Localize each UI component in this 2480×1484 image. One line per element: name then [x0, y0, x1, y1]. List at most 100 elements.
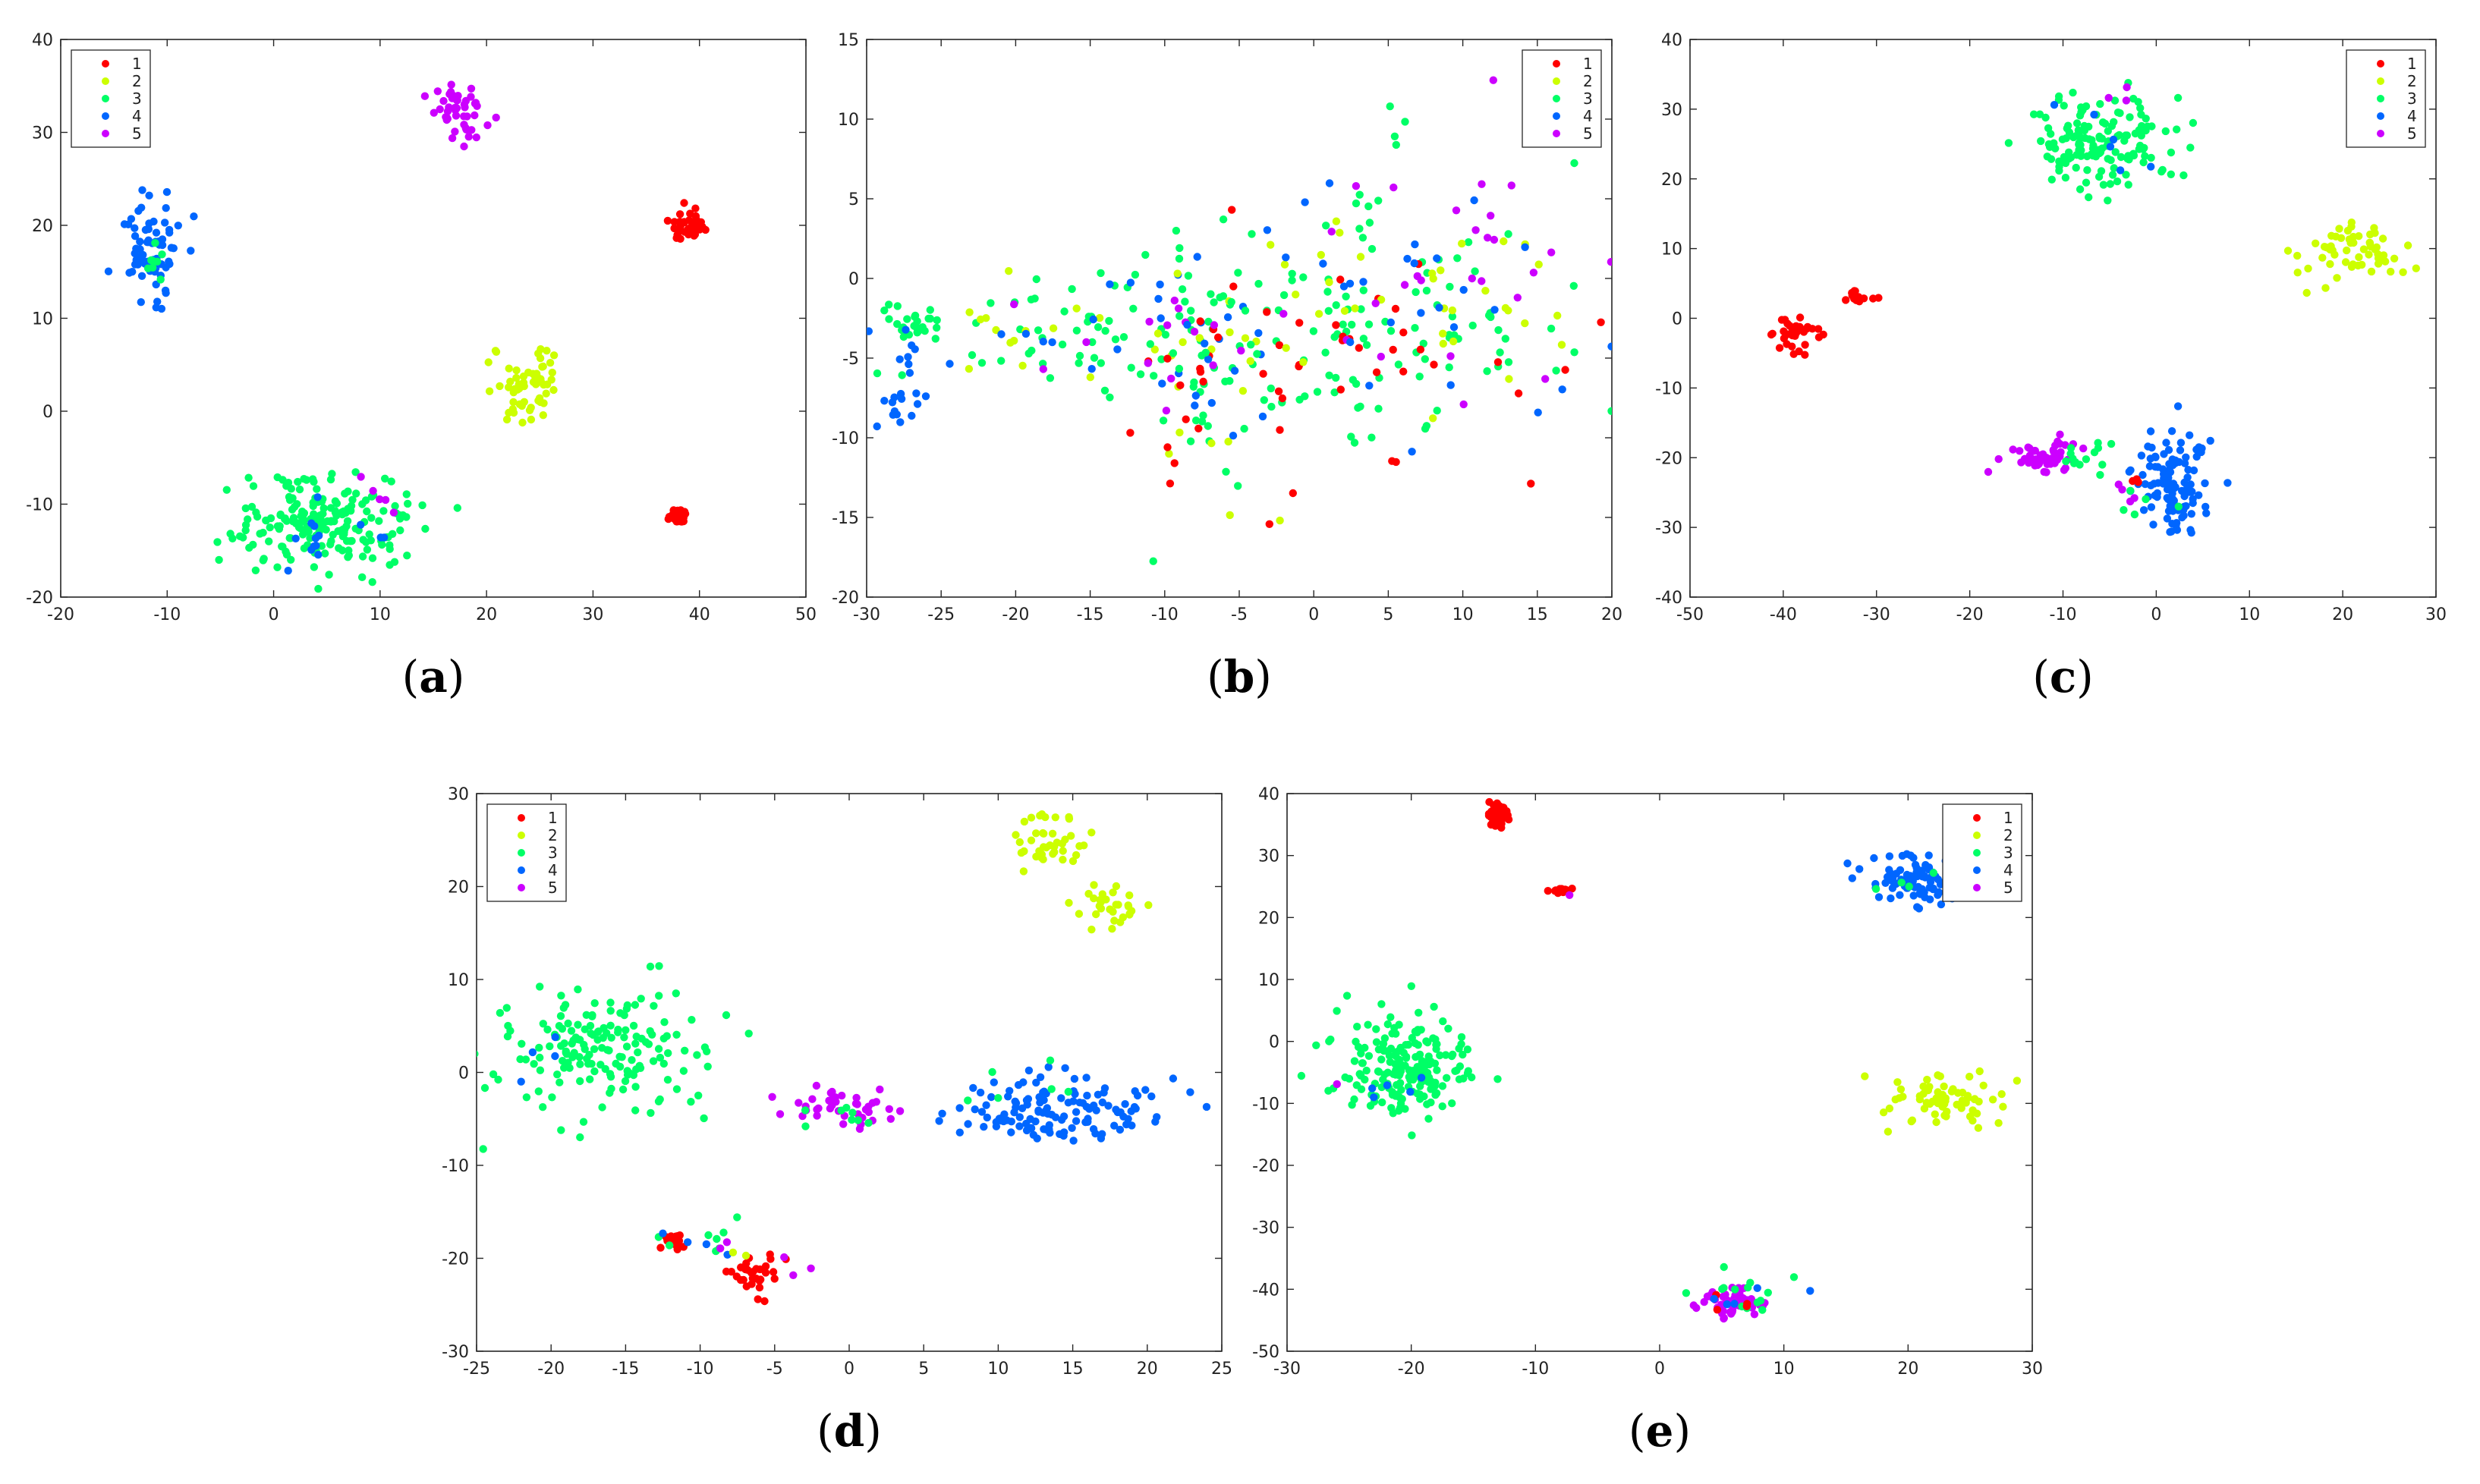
point-class-4: [702, 1240, 711, 1249]
point-class-3: [2060, 102, 2068, 110]
point-class-2: [1153, 329, 1163, 338]
point-class-1: [1170, 459, 1179, 467]
point-class-3: [1309, 327, 1318, 335]
point-class-2: [2403, 241, 2412, 250]
point-class-1: [1788, 331, 1797, 340]
point-class-4: [1133, 1091, 1142, 1100]
point-class-1: [1514, 389, 1523, 398]
point-class-3: [2135, 126, 2143, 134]
point-class-3: [2065, 155, 2073, 163]
point-class-1: [769, 1268, 778, 1276]
point-class-2: [1048, 829, 1057, 838]
point-class-4: [1490, 306, 1499, 314]
point-class-3: [266, 523, 274, 532]
point-class-3: [530, 1060, 538, 1068]
point-class-3: [918, 323, 927, 332]
point-class-1: [1166, 479, 1175, 488]
point-class-5: [461, 96, 471, 105]
point-class-4: [2168, 520, 2176, 528]
point-class-3: [1248, 230, 1256, 238]
point-class-2: [1150, 345, 1160, 354]
point-class-5: [1720, 1314, 1728, 1323]
point-class-4: [1368, 1084, 1377, 1093]
point-class-3: [744, 1030, 753, 1038]
point-class-4: [2163, 494, 2171, 502]
point-class-2: [1377, 295, 1386, 304]
point-class-4: [165, 259, 174, 269]
point-class-3: [1396, 1067, 1405, 1076]
point-class-2: [965, 365, 974, 373]
point-class-3: [1415, 1008, 1423, 1017]
point-class-3: [1024, 349, 1033, 358]
point-class-4: [1106, 280, 1114, 288]
point-class-2: [1999, 1102, 2007, 1111]
point-class-5: [2122, 96, 2131, 105]
point-class-3: [259, 528, 267, 537]
point-class-3: [2061, 174, 2070, 182]
point-class-3: [1463, 1045, 1472, 1054]
point-class-1: [1355, 344, 1364, 352]
point-class-1: [761, 1262, 770, 1271]
point-class-4: [1153, 1113, 1161, 1121]
point-class-4: [161, 286, 170, 295]
point-class-3: [1189, 382, 1198, 391]
point-class-1: [1399, 329, 1408, 337]
point-class-4: [1039, 338, 1048, 346]
point-class-1: [749, 1268, 757, 1276]
point-class-1: [1196, 317, 1204, 325]
point-class-3: [1111, 335, 1120, 344]
panel-caption: (b): [1207, 651, 1272, 703]
point-class-2: [2374, 259, 2383, 268]
y-tick-label: -20: [26, 589, 53, 608]
point-class-3: [1487, 313, 1495, 322]
point-class-2: [1090, 894, 1098, 903]
point-class-4: [315, 531, 323, 540]
point-class-5: [1719, 1306, 1727, 1316]
point-class-4: [1906, 851, 1915, 860]
point-class-2: [1925, 1083, 1934, 1091]
point-class-3: [733, 1213, 741, 1221]
point-class-2: [1314, 310, 1323, 318]
point-class-5: [2041, 454, 2050, 463]
legend-marker-5: [1973, 884, 1981, 891]
x-tick-label: 20: [1897, 1360, 1918, 1379]
point-class-4: [1339, 282, 1349, 291]
point-class-2: [1940, 1082, 1948, 1091]
point-class-3: [1436, 1051, 1444, 1060]
point-class-1: [1265, 520, 1274, 528]
point-class-3: [1374, 197, 1383, 205]
point-class-2: [1325, 278, 1333, 287]
point-class-3: [253, 512, 262, 521]
point-class-3: [236, 532, 244, 540]
point-class-3: [1075, 351, 1084, 360]
point-class-4: [1386, 318, 1396, 327]
x-tick-label: 0: [1654, 1360, 1665, 1379]
point-class-4: [905, 369, 914, 377]
point-class-5: [780, 1253, 788, 1262]
point-class-5: [2079, 444, 2088, 453]
point-class-1: [2134, 478, 2142, 486]
point-class-3: [1347, 432, 1355, 441]
point-class-1: [1399, 367, 1408, 376]
point-class-3: [1897, 879, 1906, 887]
point-class-2: [1861, 1072, 1869, 1080]
point-class-1: [1780, 327, 1788, 335]
point-class-3: [2080, 121, 2088, 130]
panel-caption: (a): [402, 651, 465, 703]
point-class-5: [2031, 446, 2039, 455]
point-class-4: [153, 297, 162, 306]
point-class-3: [331, 507, 339, 515]
point-class-3: [933, 316, 941, 325]
y-tick-label: 0: [1269, 1033, 1279, 1052]
point-class-3: [2167, 170, 2175, 178]
point-class-3: [1756, 1297, 1765, 1305]
point-class-2: [729, 1248, 738, 1257]
point-class-5: [430, 108, 438, 117]
point-class-3: [1219, 215, 1228, 224]
point-class-3: [994, 1094, 1002, 1102]
point-class-3: [1234, 269, 1242, 277]
point-class-2: [1097, 904, 1106, 913]
point-class-3: [368, 554, 377, 562]
point-class-3: [603, 1029, 611, 1037]
point-class-5: [1489, 76, 1498, 84]
